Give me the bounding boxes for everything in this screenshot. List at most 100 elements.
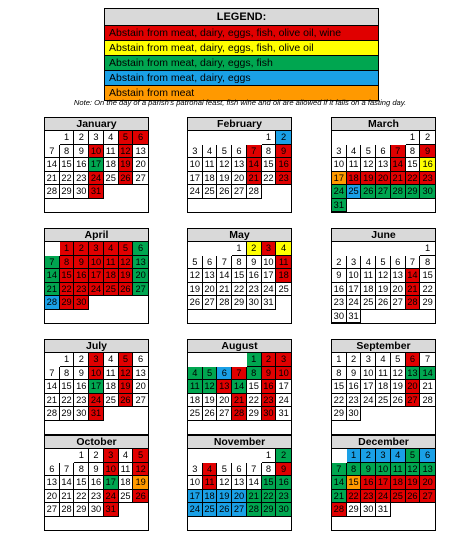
day-cell: 25: [376, 393, 391, 407]
day-cell: 15: [232, 269, 247, 283]
day-cell: 14: [45, 380, 60, 394]
empty-cell: [60, 517, 75, 531]
day-cell: 5: [217, 462, 233, 476]
empty-cell: [361, 310, 376, 324]
day-cell: 11: [376, 366, 391, 380]
day-cell: 20: [202, 282, 218, 296]
day-cell: 28: [405, 296, 421, 310]
empty-cell: [391, 131, 406, 145]
empty-cell: [276, 421, 291, 435]
day-cell: 11: [202, 158, 218, 172]
day-cell: 29: [332, 407, 347, 421]
day-cell: 12: [118, 255, 134, 269]
day-cell: 30: [332, 309, 347, 323]
day-cell: 27: [133, 282, 148, 296]
empty-cell: [332, 242, 347, 256]
empty-cell: [133, 503, 148, 517]
day-cell: 23: [276, 171, 291, 185]
day-cell: 19: [118, 269, 134, 283]
day-cell: 1: [261, 131, 277, 145]
day-cell: 14: [420, 366, 435, 380]
empty-cell: [376, 517, 391, 531]
day-cell: 21: [45, 171, 60, 185]
day-cell: 9: [74, 255, 90, 269]
day-cell: 6: [390, 255, 406, 269]
day-cell: 27: [420, 489, 435, 503]
legend-item-strict: Abstain from meat, dairy, eggs, fish, ol…: [105, 26, 378, 41]
day-cell: 2: [420, 131, 435, 145]
day-cell: 22: [405, 171, 421, 185]
empty-cell: [74, 517, 89, 531]
empty-cell: [406, 242, 421, 256]
day-cell: 22: [74, 489, 90, 503]
day-cell: 14: [390, 158, 406, 172]
day-cell: 3: [188, 144, 203, 158]
empty-cell: [361, 131, 376, 145]
empty-cell: [188, 310, 203, 324]
empty-cell: [406, 407, 421, 421]
day-cell: 2: [332, 255, 347, 269]
day-cell: 23: [276, 489, 291, 503]
empty-cell: [104, 407, 119, 421]
day-cell: 14: [45, 269, 60, 283]
day-cell: 12: [118, 144, 134, 158]
day-cell: 21: [246, 489, 262, 503]
day-cell: 11: [202, 476, 218, 490]
day-cell: 9: [276, 144, 291, 158]
day-cell: 10: [89, 144, 104, 158]
day-cell: 28: [332, 503, 347, 517]
month-september: September 1 2 3 4 5 6 7 8 9 10 11 12 13 14 15 16 17 18 19 20…: [331, 339, 436, 435]
day-cell: 5: [188, 255, 203, 269]
month-title: September: [332, 340, 435, 353]
day-cell: 15: [59, 158, 75, 172]
day-cell: 21: [217, 282, 233, 296]
day-cell: 30: [74, 185, 90, 199]
day-cell: 1: [261, 449, 277, 463]
fasting-note: Note: On the day of a parish's patronal …: [73, 98, 407, 107]
day-cell: 7: [405, 255, 421, 269]
day-cell: 16: [276, 158, 291, 172]
empty-cell: [276, 185, 291, 199]
day-cell: 29: [346, 503, 362, 517]
day-cell: 13: [133, 255, 148, 269]
day-cell: 7: [59, 462, 75, 476]
day-cell: 27: [45, 503, 60, 517]
day-cell: 28: [232, 407, 247, 421]
empty-cell: [45, 131, 60, 145]
day-cell: 1: [405, 131, 421, 145]
empty-cell: [203, 517, 218, 531]
day-cell: 26: [118, 282, 134, 296]
empty-cell: [74, 421, 89, 435]
empty-cell: [188, 517, 203, 531]
day-cell: 3: [346, 255, 362, 269]
empty-cell: [104, 517, 119, 531]
day-cell: 21: [45, 393, 60, 407]
day-cell: 10: [89, 255, 104, 269]
month-title: August: [188, 340, 291, 353]
day-cell: 11: [390, 462, 406, 476]
day-cell: 7: [45, 366, 60, 380]
day-cell: 10: [188, 158, 203, 172]
month-title: October: [45, 436, 148, 449]
day-cell: 23: [420, 171, 435, 185]
empty-cell: [45, 310, 60, 324]
day-cell: 20: [232, 489, 247, 503]
day-cell: 30: [346, 407, 362, 421]
day-cell: 31: [376, 503, 391, 517]
empty-cell: [133, 421, 148, 435]
day-cell: 11: [188, 380, 203, 394]
empty-cell: [262, 421, 277, 435]
empty-cell: [203, 199, 218, 213]
empty-cell: [361, 199, 376, 213]
day-cell: 4: [202, 144, 218, 158]
day-cell: 16: [261, 380, 277, 394]
day-cell: 8: [232, 255, 247, 269]
legend-item-no-wine: Abstain from meat, dairy, eggs, fish, ol…: [105, 41, 378, 56]
day-cell: 17: [188, 171, 203, 185]
empty-cell: [276, 310, 291, 324]
day-cell: 25: [103, 171, 119, 185]
day-cell: 5: [133, 449, 148, 463]
day-cell: 7: [45, 144, 60, 158]
empty-cell: [119, 421, 134, 435]
month-title: March: [332, 118, 435, 131]
